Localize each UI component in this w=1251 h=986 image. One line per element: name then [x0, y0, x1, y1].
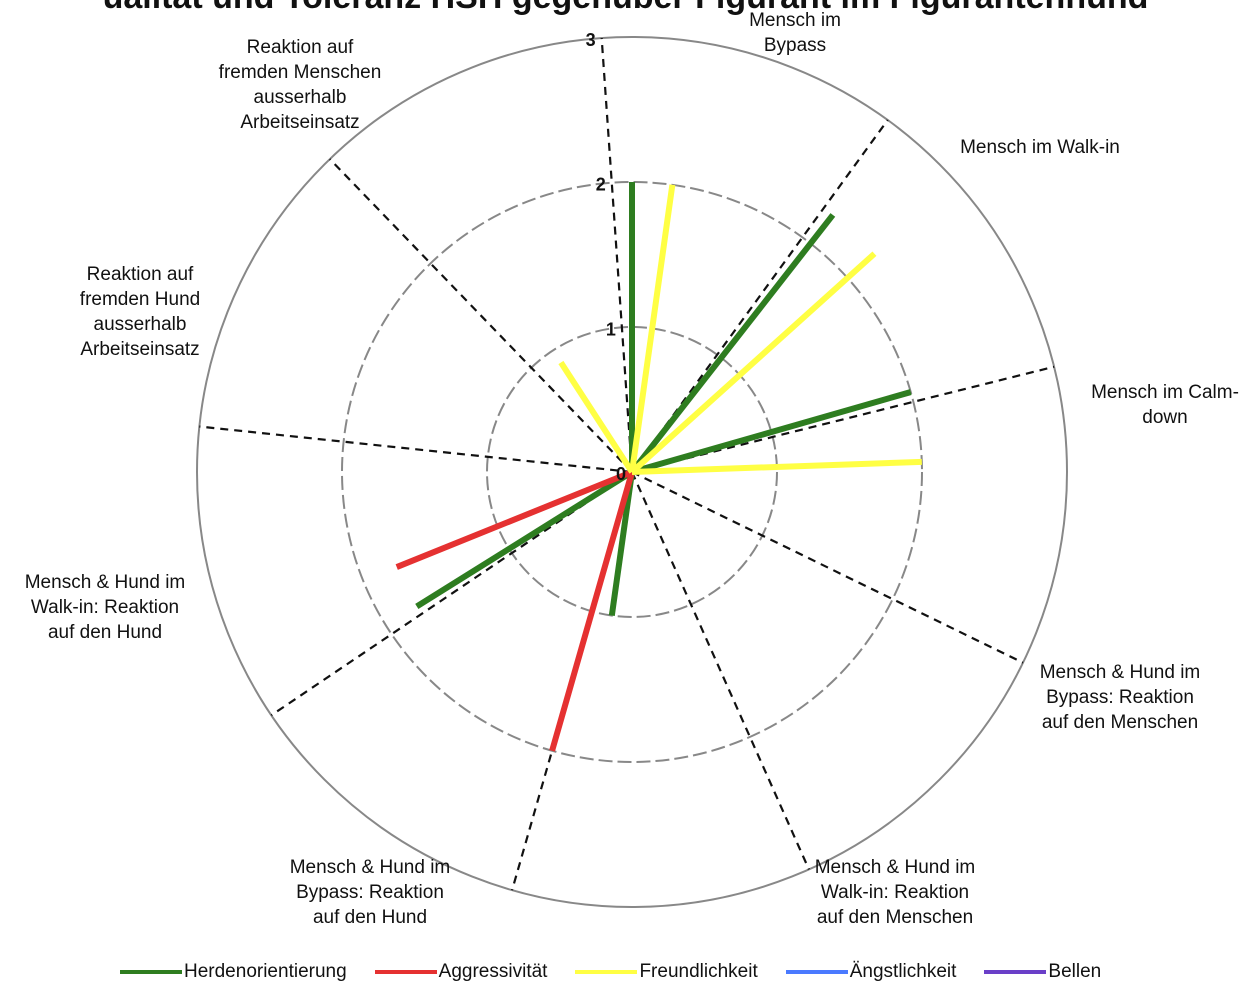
grid-ring: [196, 36, 1068, 908]
tick-label: 2: [596, 175, 606, 195]
data-line: [608, 471, 635, 617]
category-label: Mensch im Calm- down: [1091, 382, 1239, 428]
spoke: [630, 471, 810, 870]
legend-label: Bellen: [1048, 961, 1102, 982]
category-label: Mensch & Hund im Walk-in: Reaktion auf d…: [814, 857, 976, 928]
legend-item: Bellen: [984, 961, 1101, 983]
category-label: Reaktion auf fremden Hund ausserhalb Arb…: [79, 264, 201, 360]
radar-series: [395, 182, 922, 752]
data-line: [558, 360, 635, 474]
data-line: [415, 469, 634, 610]
tick-label: 3: [586, 30, 596, 50]
data-line: [549, 471, 635, 752]
grid-ring: [486, 326, 778, 618]
radar-ticks: 0 1 2 3: [586, 30, 626, 484]
category-label: Mensch & Hund im Bypass: Reaktion auf de…: [1039, 662, 1201, 733]
legend-item: Herdenorientierung: [120, 961, 347, 983]
spoke: [600, 37, 634, 473]
legend-label: Aggressivität: [438, 961, 548, 982]
spoke: [631, 471, 1024, 664]
category-label: Mensch im Walk-in: [960, 137, 1120, 158]
data-line: [629, 213, 836, 474]
grid-ring: [341, 181, 923, 763]
data-line: [395, 469, 634, 570]
legend-item: Ängstlichkeit: [785, 961, 957, 983]
data-line: [631, 389, 912, 475]
legend-label: Freundlichkeit: [639, 961, 758, 982]
data-line: [631, 458, 922, 475]
category-label: Mensch im Bypass: [749, 10, 841, 56]
legend-item: Aggressivität: [374, 961, 548, 983]
category-label: Reaktion auf fremden Menschen ausserhalb…: [218, 37, 382, 133]
legend-swatch: [575, 970, 638, 974]
category-label: Mensch & Hund im Bypass: Reaktion auf de…: [289, 857, 451, 928]
category-label: Mensch & Hund im Walk-in: Reaktion auf d…: [24, 572, 186, 643]
chart-title: ualität und Toleranz HSH gegenüber Figur…: [0, 0, 1251, 17]
legend-swatch: [120, 970, 182, 974]
tick-label: 0: [616, 464, 626, 484]
data-line: [629, 251, 877, 475]
legend: Herdenorientierung Aggressivität Freundlic…: [120, 958, 1220, 986]
legend-swatch: [984, 970, 1047, 974]
spoke: [329, 158, 633, 473]
radar-chart: 0 1 2 3: [196, 30, 1068, 908]
legend-swatch: [374, 970, 437, 974]
spoke: [199, 425, 633, 474]
data-line: [629, 184, 676, 473]
legend-swatch: [785, 970, 848, 974]
legend-label: Herdenorientierung: [184, 961, 347, 982]
legend-item: Freundlichkeit: [575, 961, 758, 983]
tick-label: 1: [606, 319, 616, 339]
legend-label: Ängstlichkeit: [849, 961, 957, 982]
